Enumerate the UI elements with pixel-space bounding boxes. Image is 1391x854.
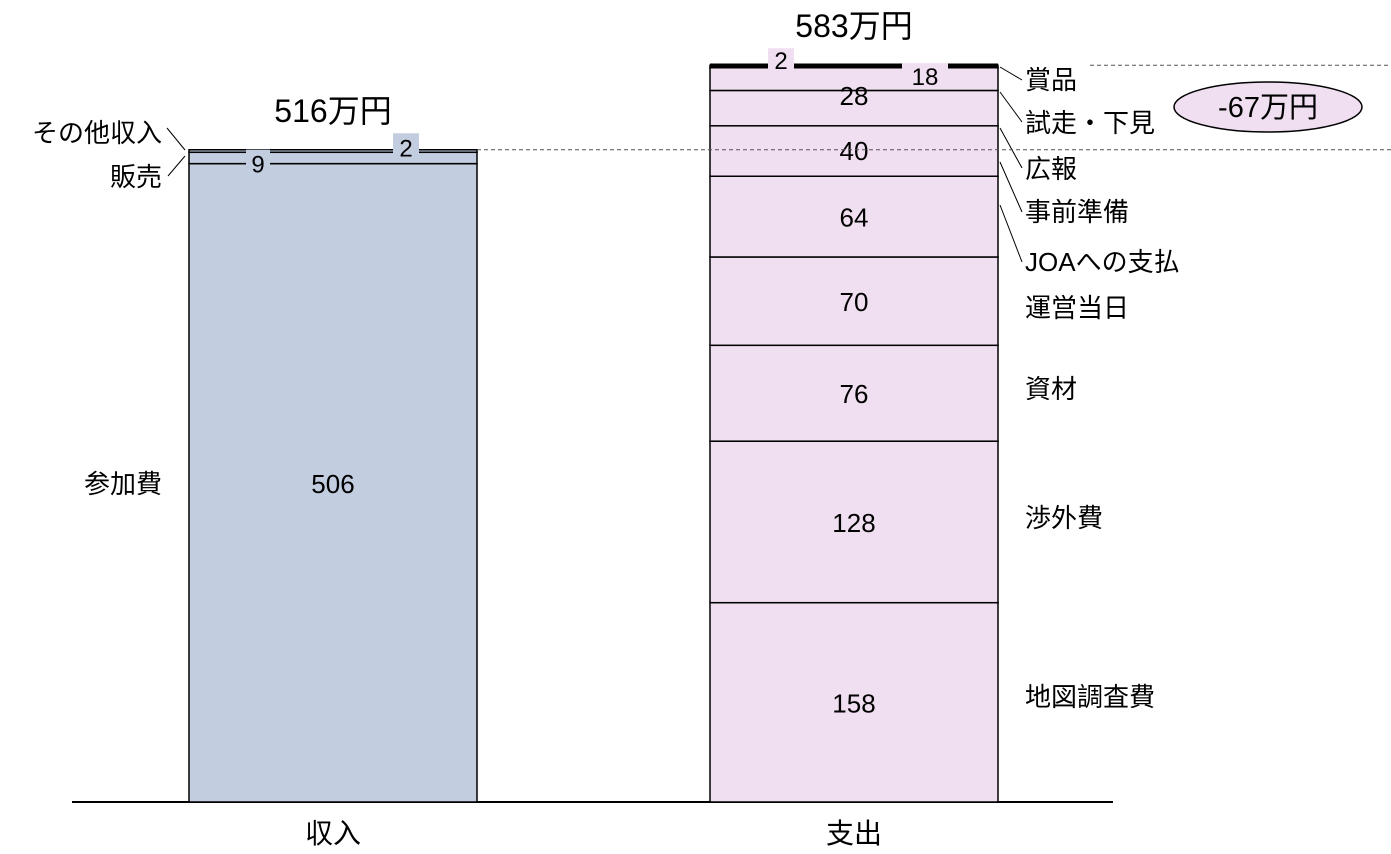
- income-value-label: 2: [399, 135, 412, 162]
- expense-value-label: 18: [912, 64, 939, 91]
- expense-segment-bar: [709, 175, 999, 258]
- leader-line: [999, 91, 1023, 123]
- expense-segment-bar: [709, 256, 999, 347]
- income-total-label: 516万円: [274, 93, 391, 129]
- expense-segment-bar: [709, 601, 999, 803]
- expense-value-label: 76: [840, 379, 869, 409]
- expense-small-label-bg: [902, 63, 948, 90]
- income-small-label-bg: [393, 133, 419, 162]
- income-segment-bar: [188, 162, 478, 803]
- expense-value-label: 128: [832, 508, 875, 538]
- expense-category-label: JOAへの支払: [1025, 247, 1180, 277]
- expense-value-label: 158: [832, 688, 875, 718]
- leader-line: [999, 161, 1023, 213]
- income-segment-bar: [188, 149, 478, 154]
- expense-category-label: 渉外費: [1025, 503, 1103, 533]
- income-category-label: 販売: [110, 162, 162, 192]
- income-small-label-bg: [246, 149, 270, 178]
- leader-line: [999, 204, 1023, 263]
- expense-category-label: 資材: [1025, 374, 1077, 404]
- expense-category-label: 事前準備: [1025, 197, 1129, 227]
- expense-value-label: 28: [840, 81, 869, 111]
- expense-category-label: 地図調査費: [1025, 682, 1155, 712]
- expense-value-label: 40: [840, 136, 869, 166]
- expense-segment-bar: [709, 125, 999, 177]
- income-category-label: 参加費: [84, 469, 162, 499]
- expense-value-label: 64: [840, 203, 869, 233]
- expense-category-label: 賞品: [1025, 65, 1077, 95]
- income-value-label: 506: [311, 469, 354, 499]
- income-category-label: その他収入: [32, 118, 162, 148]
- x-tick-label: 支出: [826, 818, 882, 849]
- difference-ellipse: [1173, 81, 1363, 133]
- expense-category-label: 広報: [1025, 154, 1077, 184]
- expense-category-label: 試走・下見: [1025, 108, 1155, 138]
- expense-segment-bar: [709, 440, 999, 604]
- difference-label: -67万円: [1218, 92, 1318, 124]
- leader-line: [999, 66, 1023, 81]
- expense-small-label-bg: [768, 48, 794, 77]
- income-value-label: 9: [251, 152, 264, 179]
- leader-line: [167, 155, 186, 177]
- expense-category-label: 運営当日: [1025, 293, 1129, 323]
- expense-value-label: 2: [774, 48, 787, 75]
- expense-value-label: 70: [840, 287, 869, 317]
- expense-segment-bar: [709, 344, 999, 442]
- expense-segment-bar: [709, 89, 999, 127]
- income-segment-bar: [188, 151, 478, 165]
- leader-line: [999, 127, 1023, 169]
- x-tick-label: 収入: [305, 818, 361, 849]
- expense-total-label: 583万円: [795, 8, 912, 44]
- leader-line: [166, 127, 186, 151]
